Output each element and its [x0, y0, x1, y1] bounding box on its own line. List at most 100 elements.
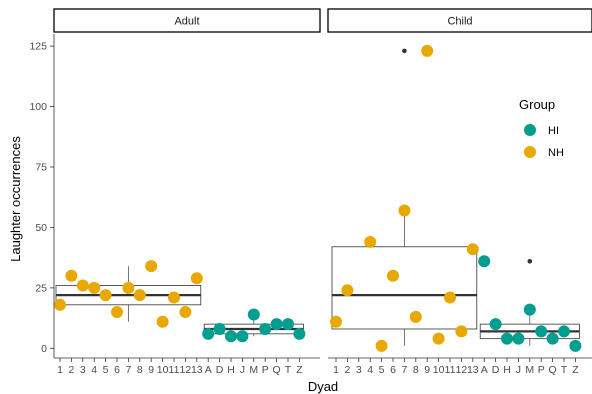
- x-tick-label: 11: [169, 364, 180, 376]
- x-tick-label: 7: [401, 364, 407, 376]
- x-tick-label: 1: [333, 364, 339, 376]
- data-point-nh: [364, 235, 377, 248]
- x-tick-label: 6: [114, 364, 120, 376]
- box-outlier: [527, 258, 533, 264]
- data-point-hi: [213, 322, 226, 335]
- panel-strip: [327, 8, 592, 33]
- data-point-nh: [145, 260, 158, 273]
- x-tick-label: A: [481, 364, 488, 376]
- x-tick-label: 3: [356, 364, 362, 376]
- data-point-nh: [341, 284, 354, 297]
- y-tick-label: 25: [35, 282, 47, 294]
- x-tick-label: J: [516, 364, 521, 376]
- data-point-nh: [168, 291, 180, 304]
- x-tick-label: D: [492, 364, 500, 376]
- x-tick-label: 8: [413, 364, 419, 376]
- x-tick-label: T: [561, 364, 568, 376]
- data-point-nh: [432, 332, 445, 345]
- data-point-nh: [421, 44, 434, 57]
- data-point-hi: [293, 327, 306, 340]
- data-point-nh: [99, 289, 112, 302]
- y-tick-label: 0: [41, 343, 47, 355]
- y-tick-label: 75: [35, 161, 47, 173]
- data-point-nh: [76, 279, 89, 292]
- data-point-nh: [156, 315, 169, 328]
- x-tick-label: Z: [572, 364, 579, 376]
- x-axis-title: Dyad: [308, 379, 338, 394]
- data-point-nh: [455, 325, 468, 338]
- data-point-nh: [330, 315, 342, 328]
- y-tick-label: 100: [29, 101, 47, 113]
- x-tick-label: 9: [424, 364, 430, 376]
- x-tick-label: 13: [191, 364, 203, 376]
- y-tick-label: 125: [29, 41, 47, 53]
- data-point-nh: [398, 204, 411, 217]
- x-tick-label: 1: [57, 364, 63, 376]
- legend-key-hi: [524, 124, 536, 136]
- data-point-nh: [133, 289, 146, 302]
- x-tick-label: J: [240, 364, 245, 376]
- data-point-hi: [523, 303, 536, 316]
- x-tick-label: 5: [379, 364, 385, 376]
- x-tick-label: H: [503, 364, 511, 376]
- data-point-hi: [236, 330, 249, 343]
- data-point-nh: [375, 339, 388, 352]
- box-outlier: [402, 48, 407, 54]
- x-tick-label: 5: [103, 364, 109, 376]
- data-point-nh: [409, 310, 422, 323]
- box-nh: [55, 266, 202, 322]
- x-tick-label: T: [285, 364, 292, 376]
- data-point-nh: [179, 306, 192, 319]
- legend-key-nh: [524, 146, 536, 158]
- legend: Group HI NH: [519, 97, 564, 159]
- data-point-nh: [111, 306, 123, 319]
- x-tick-label: H: [227, 364, 235, 376]
- y-tick-label: 50: [35, 222, 47, 234]
- x-tick-label: 4: [91, 364, 97, 376]
- x-tick-label: 3: [80, 364, 86, 376]
- data-point-hi: [478, 255, 491, 268]
- data-point-hi: [535, 325, 548, 338]
- x-tick-label: M: [525, 364, 534, 376]
- data-point-nh: [88, 281, 101, 294]
- x-tick-label: D: [216, 364, 224, 376]
- data-point-nh: [122, 281, 135, 294]
- data-point-nh: [190, 272, 203, 285]
- x-tick-label: 2: [68, 364, 74, 376]
- legend-label-nh: NH: [548, 147, 564, 159]
- x-tick-label: 10: [433, 364, 445, 376]
- data-point-hi: [489, 318, 502, 331]
- data-point-hi: [512, 332, 525, 345]
- x-tick-label: 8: [137, 364, 143, 376]
- x-tick-label: 2: [344, 364, 350, 376]
- x-tick-label: 4: [367, 364, 373, 376]
- panel-strip: [53, 8, 321, 33]
- data-point-hi: [569, 339, 582, 352]
- data-point-hi: [247, 308, 260, 321]
- data-point-hi: [282, 318, 294, 331]
- data-point-hi: [259, 322, 272, 335]
- x-tick-label: P: [538, 364, 545, 376]
- data-point-hi: [270, 318, 283, 331]
- y-axis-title: Laughter occurrences: [8, 136, 23, 262]
- x-tick-label: 13: [467, 364, 479, 376]
- x-tick-label: 12: [456, 364, 468, 376]
- x-tick-label: 6: [390, 364, 396, 376]
- box-nh: [331, 48, 478, 346]
- data-point-nh: [466, 243, 479, 256]
- x-tick-label: A: [205, 364, 212, 376]
- x-tick-label: 7: [125, 364, 131, 376]
- x-tick-label: Q: [273, 364, 281, 376]
- x-tick-label: 9: [148, 364, 154, 376]
- x-tick-label: Z: [296, 364, 303, 376]
- data-point-hi: [225, 330, 237, 343]
- data-point-hi: [501, 332, 513, 345]
- data-point-nh: [444, 291, 456, 304]
- legend-title: Group: [519, 97, 555, 112]
- x-tick-label: 10: [157, 364, 169, 376]
- x-tick-label: P: [262, 364, 269, 376]
